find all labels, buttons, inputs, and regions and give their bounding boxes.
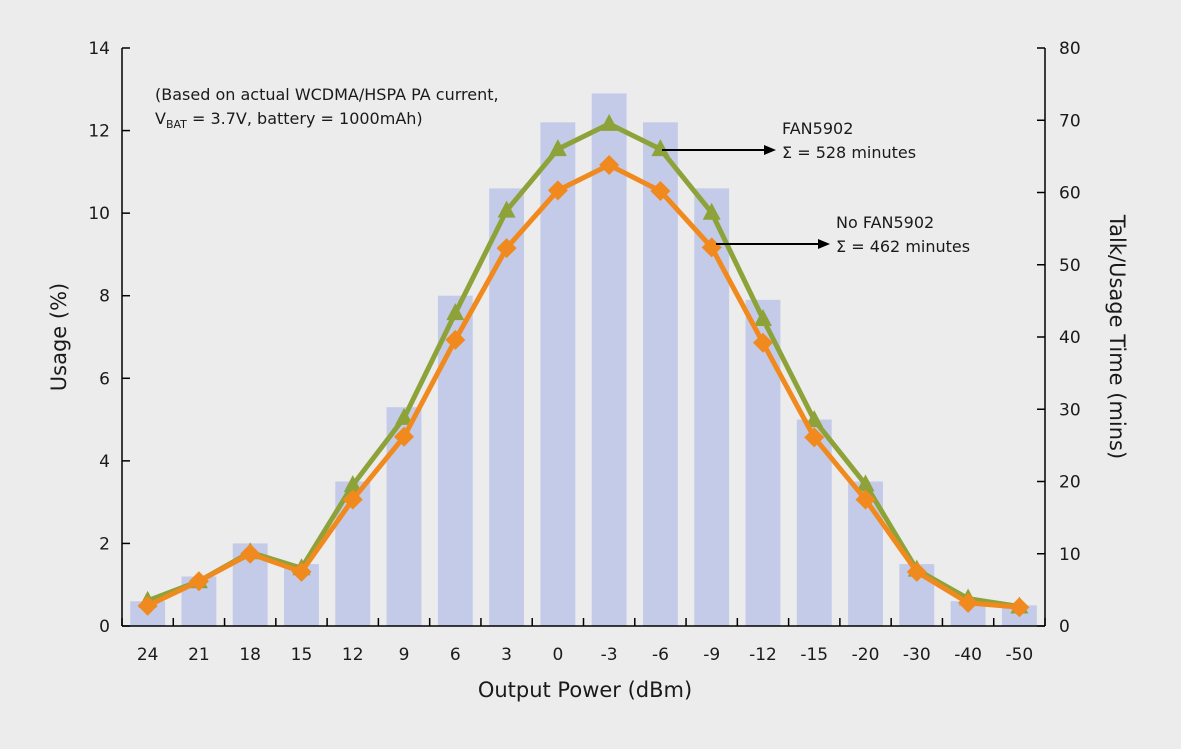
y-left-tick-label: 10 xyxy=(88,204,110,224)
x-tick-label: 18 xyxy=(239,645,261,665)
usage-bar--12 xyxy=(745,299,781,626)
y-right-tick-label: 50 xyxy=(1059,256,1081,276)
no-fan5902-point--15 xyxy=(804,427,825,448)
x-tick-label: -15 xyxy=(800,645,828,665)
y-right-tick-label: 20 xyxy=(1059,473,1081,493)
no-fan5902-point--6 xyxy=(650,181,671,202)
fan5902-arrowhead xyxy=(764,145,776,155)
y-right-tick-label: 0 xyxy=(1059,617,1070,637)
x-tick-label: 12 xyxy=(342,645,364,665)
y-axis-right-title: Talk/Usage Time (mins) xyxy=(1105,214,1129,459)
x-tick-label: -20 xyxy=(852,645,880,665)
y-left-tick-label: 6 xyxy=(99,369,110,389)
y-left-tick-label: 2 xyxy=(99,534,110,554)
no-fan5902-point-9 xyxy=(394,426,415,447)
y-right-tick-label: 80 xyxy=(1059,39,1081,59)
y-left-tick-label: 12 xyxy=(88,122,110,142)
y-left-tick-label: 8 xyxy=(99,287,110,307)
no-fan5902-point-3 xyxy=(496,238,517,259)
no-fan5902-point-12 xyxy=(342,489,363,510)
x-tick-label: 3 xyxy=(501,645,512,665)
x-tick-label: 6 xyxy=(450,645,461,665)
y-right-tick-label: 10 xyxy=(1059,545,1081,565)
no-fan5902-point-0 xyxy=(547,180,568,201)
fan5902-point--12 xyxy=(753,308,772,326)
usage-bar-6 xyxy=(437,295,473,626)
fan5902-label: FAN5902 xyxy=(782,119,853,138)
no-fan5902-arrowhead xyxy=(818,239,830,249)
no-fan5902-point--30 xyxy=(906,561,927,582)
no-fan5902-point--3 xyxy=(599,155,620,176)
x-tick-label: 9 xyxy=(399,645,410,665)
conditions-vbat-subscript: BAT xyxy=(166,118,187,131)
y-left-tick-label: 14 xyxy=(88,39,110,59)
fan5902-point--6 xyxy=(651,139,670,157)
fan5902-point--20 xyxy=(856,474,875,492)
fan5902-total: Σ = 528 minutes xyxy=(782,143,916,162)
fan5902-point-3 xyxy=(497,200,516,218)
no-fan5902-point-24 xyxy=(137,595,158,616)
fan5902-point--3 xyxy=(600,113,619,131)
conditions-note-line-1: (Based on actual WCDMA/HSPA PA current, xyxy=(155,85,499,104)
no-fan5902-total: Σ = 462 minutes xyxy=(836,237,970,256)
x-tick-label: 0 xyxy=(552,645,563,665)
y-right-tick-label: 40 xyxy=(1059,328,1081,348)
no-fan5902-point--9 xyxy=(701,237,722,258)
no-fan5902-point-6 xyxy=(445,329,466,350)
fan5902-point--9 xyxy=(702,202,721,220)
y-right-tick-label: 60 xyxy=(1059,184,1081,204)
no-fan5902-label: No FAN5902 xyxy=(836,213,934,232)
bars-layer xyxy=(130,93,1037,627)
y-left-tick-label: 4 xyxy=(99,452,110,472)
x-tick-label: -3 xyxy=(601,645,618,665)
no-fan5902-point--50 xyxy=(1009,597,1030,618)
fan5902-point-6 xyxy=(446,303,465,321)
y-right-tick-label: 30 xyxy=(1059,400,1081,420)
fan5902-point-12 xyxy=(343,475,362,493)
x-tick-label: -9 xyxy=(703,645,720,665)
usage-bar-3 xyxy=(489,188,525,626)
x-tick-label: 21 xyxy=(188,645,210,665)
x-tick-label: -40 xyxy=(954,645,982,665)
fan5902-point-9 xyxy=(395,407,414,425)
usage-bar--3 xyxy=(591,93,627,626)
no-fan5902-point--40 xyxy=(958,592,979,613)
y-right-tick-label: 70 xyxy=(1059,111,1081,131)
x-tick-label: -30 xyxy=(903,645,931,665)
x-tick-label: 15 xyxy=(291,645,313,665)
no-fan5902-point-21 xyxy=(188,571,209,592)
no-fan5902-point-18 xyxy=(240,543,261,564)
x-axis-title: Output Power (dBm) xyxy=(478,678,692,702)
conditions-note-line-2: VBAT = 3.7V, battery = 1000mAh) xyxy=(155,109,423,131)
no-fan5902-point-15 xyxy=(291,561,312,582)
no-fan5902-series-line xyxy=(146,162,1020,610)
x-tick-label: 24 xyxy=(137,645,159,665)
y-left-tick-label: 0 xyxy=(99,617,110,637)
fan5902-point-0 xyxy=(548,139,567,157)
lines-layer xyxy=(137,113,1030,618)
y-axis-left-title: Usage (%) xyxy=(47,283,71,391)
usage-bar--9 xyxy=(694,188,730,626)
no-fan5902-point--20 xyxy=(855,489,876,510)
conditions-vbat-rest: = 3.7V, battery = 1000mAh) xyxy=(187,109,423,128)
conditions-vbat-symbol: V xyxy=(155,109,166,128)
x-tick-label: -12 xyxy=(749,645,777,665)
fan5902-point--15 xyxy=(805,410,824,428)
x-tick-label: -6 xyxy=(652,645,669,665)
no-fan5902-point--12 xyxy=(752,332,773,353)
x-tick-label: -50 xyxy=(1005,645,1033,665)
